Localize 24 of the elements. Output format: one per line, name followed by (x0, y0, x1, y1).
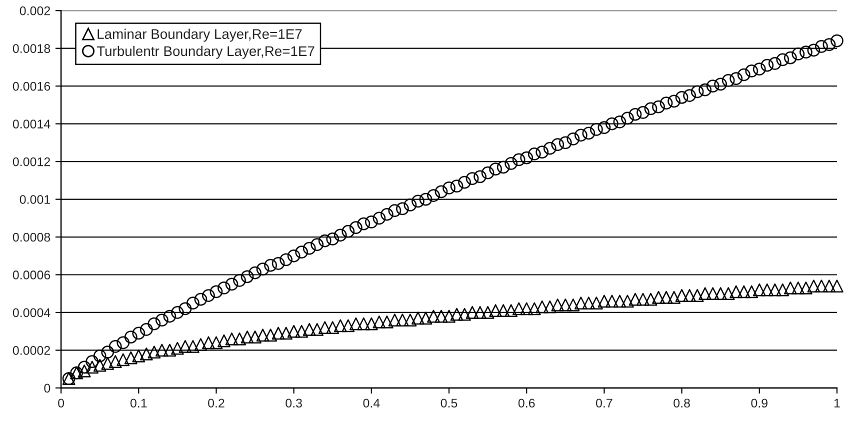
y-tick-label: 0.001 (20, 195, 50, 204)
y-tick-label: 0.0018 (12, 44, 50, 53)
y-tick-label: 0.0008 (12, 232, 50, 242)
y-tick-label: 0.0016 (12, 82, 50, 91)
x-tick-label: 0.7 (596, 398, 612, 408)
x-tick-label: 0.6 (518, 398, 535, 408)
legend-label: Laminar Boundary Layer,Re=1E7 (98, 28, 302, 42)
x-tick-label: 0 (58, 398, 64, 408)
y-tick-label: 0.0014 (12, 120, 50, 128)
x-tick-label: 0.8 (674, 398, 690, 408)
y-tick-label: 0.0004 (12, 308, 50, 318)
y-tick-label: 0.002 (20, 6, 50, 16)
y-tick-label: 0 (44, 384, 50, 393)
x-tick-label: 0.9 (751, 398, 768, 408)
y-tick-label: 0.0006 (12, 270, 50, 280)
x-tick-label: 0.1 (130, 398, 147, 408)
y-tick-label: 0.0012 (12, 157, 50, 166)
x-tick-label: 1 (834, 398, 840, 408)
x-tick-label: 0.4 (363, 398, 380, 408)
x-tick-label: 0.2 (208, 398, 224, 408)
y-tick-label: 0.0002 (12, 346, 50, 355)
x-tick-label: 0.3 (286, 398, 302, 408)
x-tick-label: 0.5 (440, 398, 458, 408)
legend-label: Turbulentr Boundary Layer,Re=1E7 (96, 46, 314, 59)
